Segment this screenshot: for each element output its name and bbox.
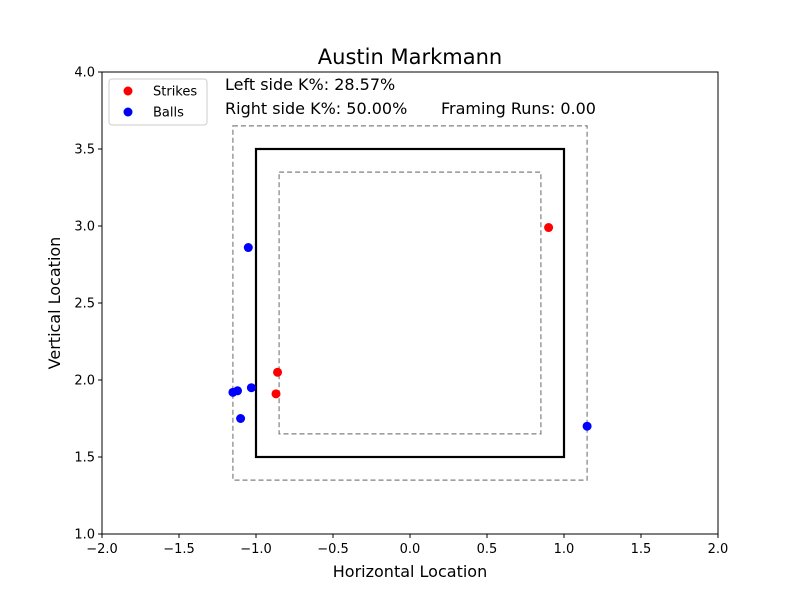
point-strikes — [271, 389, 281, 399]
point-balls — [582, 421, 592, 431]
point-balls — [246, 383, 256, 393]
y-axis-label: Vertical Location — [45, 237, 64, 370]
x-tick-label: 1.5 — [631, 542, 652, 557]
x-tick-label: 0.5 — [477, 542, 498, 557]
legend-marker-balls — [123, 107, 133, 117]
point-balls — [228, 387, 238, 397]
y-tick-label: 3.5 — [74, 143, 95, 158]
chart-title: Austin Markmann — [318, 45, 502, 69]
x-tick-label: 1.0 — [554, 542, 575, 557]
point-balls — [243, 243, 253, 253]
legend-label-balls: Balls — [153, 106, 184, 121]
y-tick-label: 2.5 — [74, 297, 95, 312]
x-tick-label: −1.5 — [163, 542, 195, 557]
right-side-k-annotation: Right side K%: 50.00% — [225, 99, 407, 118]
x-tick-label: 2.0 — [708, 542, 729, 557]
legend-marker-strikes — [123, 86, 133, 96]
x-tick-label: −0.5 — [317, 542, 349, 557]
strike-zone — [254, 147, 566, 459]
y-tick-label: 3.0 — [74, 220, 95, 235]
inner-shadow-zone — [278, 171, 542, 435]
outer-shadow-zone — [232, 125, 588, 481]
x-axis-label: Horizontal Location — [333, 562, 487, 581]
plot-area: −2.0 −1.5 −1.0 −0.5 0.0 0.5 1.0 1.5 2.0 1.0 1.5 2.0… — [74, 66, 728, 558]
x-tick-label: −2.0 — [86, 542, 118, 557]
point-strikes — [273, 367, 283, 377]
y-tick-label: 4.0 — [74, 66, 95, 81]
x-tick-label: −1.0 — [240, 542, 272, 557]
axes-frame — [101, 71, 719, 535]
legend-box — [108, 78, 208, 126]
framing-runs-annotation: Framing Runs: 0.00 — [441, 99, 596, 118]
legend-label-strikes: Strikes — [153, 85, 197, 100]
legend: Strikes Balls — [108, 78, 208, 126]
y-tick-label: 1.0 — [74, 528, 95, 543]
x-tick-label: 0.0 — [400, 542, 421, 557]
point-strikes — [544, 223, 554, 233]
left-side-k-annotation: Left side K%: 28.57% — [225, 75, 395, 94]
point-balls — [236, 414, 246, 423]
y-tick-label: 1.5 — [74, 451, 95, 466]
y-tick-label: 2.0 — [74, 374, 95, 389]
